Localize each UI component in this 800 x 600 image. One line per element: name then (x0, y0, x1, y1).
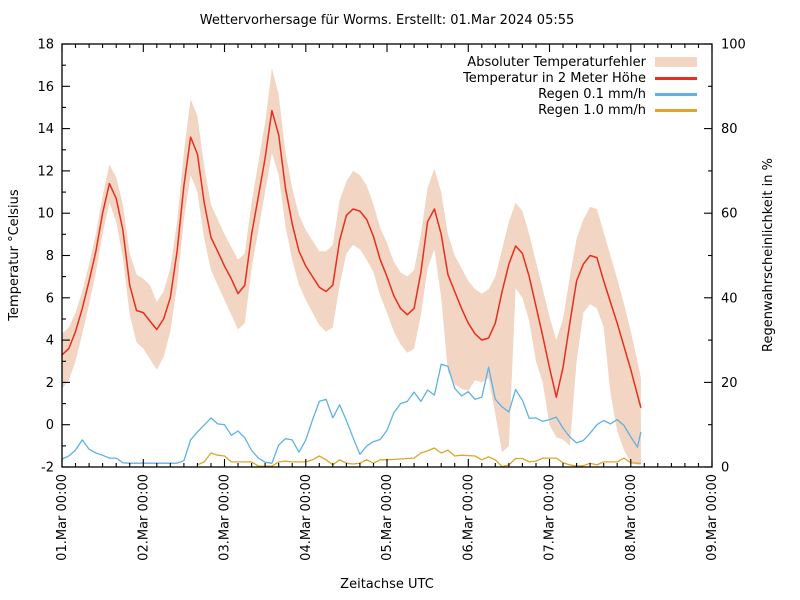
series-rain-01 (61, 363, 642, 464)
svg-text:40: 40 (721, 291, 738, 306)
y-axis-label-left: Temperatur °Celsius (7, 189, 22, 321)
svg-text:18: 18 (37, 38, 54, 53)
legend-label: Temperatur in 2 Meter Höhe (463, 70, 646, 86)
y-axis-label-right: Regenwahrscheinlichkeit in % (761, 158, 776, 352)
svg-text:03.Mar 00:00: 03.Mar 00:00 (218, 474, 233, 561)
line-swatch-yellow (655, 108, 697, 112)
band-swatch (655, 57, 697, 67)
legend-label: Regen 1.0 mm/h (538, 102, 646, 118)
legend-item-temperature-error: Absoluter Temperaturfehler (463, 54, 697, 70)
svg-text:-2: -2 (41, 461, 54, 476)
axis-ticks (61, 43, 713, 468)
svg-text:05.Mar 00:00: 05.Mar 00:00 (380, 474, 395, 561)
svg-text:20: 20 (721, 376, 738, 391)
legend-item-rain-10: Regen 1.0 mm/h (463, 102, 697, 118)
svg-text:100: 100 (721, 38, 746, 53)
axis-tick-labels: -2 0 2 4 6 8 10 12 14 16 18 0 20 40 60 80 100 01.Mar 00:0… (37, 38, 745, 561)
svg-text:8: 8 (46, 249, 54, 264)
line-swatch-blue (655, 92, 697, 96)
x-axis-label: Zeitachse UTC (340, 577, 434, 592)
svg-text:01.Mar 00:00: 01.Mar 00:00 (55, 474, 70, 561)
svg-text:07.Mar 00:00: 07.Mar 00:00 (543, 474, 558, 561)
legend-item-rain-01: Regen 0.1 mm/h (463, 86, 697, 102)
svg-text:6: 6 (46, 291, 54, 306)
line-swatch-red (655, 76, 697, 80)
svg-text:4: 4 (46, 334, 54, 349)
svg-text:60: 60 (721, 207, 738, 222)
svg-text:04.Mar 00:00: 04.Mar 00:00 (299, 474, 314, 561)
series-temperature-error-band (62, 68, 641, 465)
chart-title: Wettervorhersage für Worms. Erstellt: 01… (199, 13, 575, 28)
svg-text:80: 80 (721, 122, 738, 137)
svg-text:0: 0 (721, 461, 729, 476)
svg-text:16: 16 (37, 80, 54, 95)
svg-text:0: 0 (46, 418, 54, 433)
chart-legend: Absoluter Temperaturfehler Temperatur in… (463, 54, 697, 118)
svg-text:09.Mar 00:00: 09.Mar 00:00 (705, 474, 720, 561)
series-temperature-2m (61, 109, 642, 408)
svg-text:10: 10 (37, 207, 54, 222)
svg-text:12: 12 (37, 164, 54, 179)
legend-label: Absoluter Temperaturfehler (467, 54, 646, 70)
svg-text:2: 2 (46, 376, 54, 391)
svg-text:14: 14 (37, 122, 54, 137)
svg-text:06.Mar 00:00: 06.Mar 00:00 (461, 474, 476, 561)
legend-label: Regen 0.1 mm/h (538, 86, 646, 102)
svg-text:08.Mar 00:00: 08.Mar 00:00 (624, 474, 639, 561)
legend-item-temperature-2m: Temperatur in 2 Meter Höhe (463, 70, 697, 86)
svg-text:02.Mar 00:00: 02.Mar 00:00 (136, 474, 151, 561)
series-rain-10 (197, 447, 641, 468)
